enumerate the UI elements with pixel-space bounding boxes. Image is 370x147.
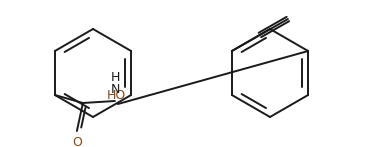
Text: H
N: H N xyxy=(111,71,121,96)
Text: O: O xyxy=(72,136,82,147)
Text: HO: HO xyxy=(107,88,126,101)
